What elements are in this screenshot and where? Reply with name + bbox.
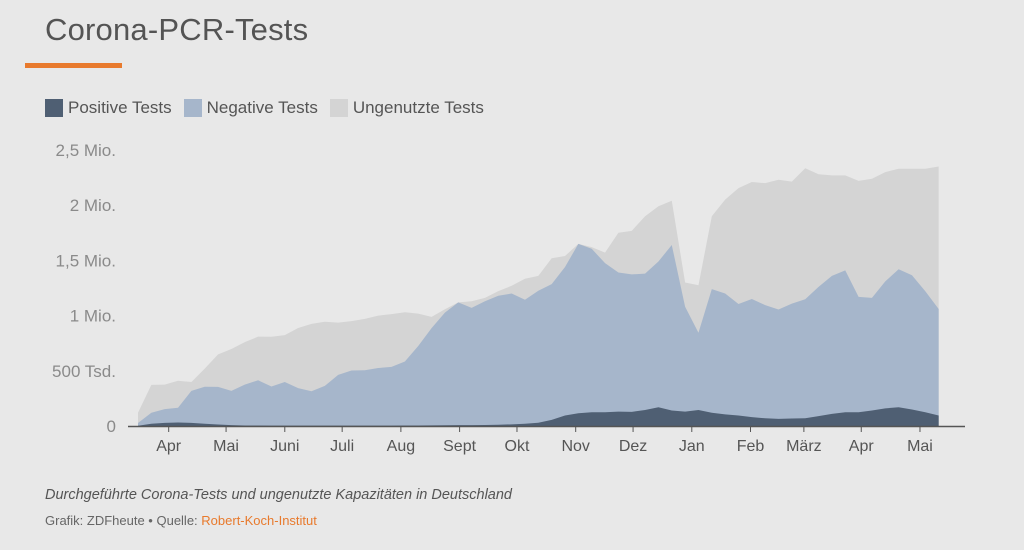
area-positive-tests <box>138 407 939 426</box>
x-tick-label: Feb <box>737 438 765 455</box>
chart-legend: Positive Tests Negative Tests Ungenutzte… <box>45 98 484 118</box>
x-tick-label: Mai <box>213 438 239 455</box>
y-tick-label: 0 <box>107 417 116 436</box>
page-title: Corona-PCR-Tests <box>45 12 309 47</box>
chart-credits: Grafik: ZDFheute • Quelle: Robert-Koch-I… <box>45 513 317 528</box>
x-tick-label: Okt <box>505 438 530 455</box>
chart-areas <box>138 166 939 426</box>
legend-swatch-positive <box>45 99 63 117</box>
chart-axes: 0 500 Tsd. 1 Mio. 1,5 Mio. 2 Mio. 2,5 Mio. Apr… <box>52 141 965 455</box>
x-tick-label: Nov <box>561 438 589 455</box>
credit-text: Grafik: ZDFheute • Quelle: <box>45 513 202 528</box>
x-tick-label: Aug <box>387 438 415 455</box>
x-tick-label: Jan <box>679 438 705 455</box>
legend-swatch-negative <box>183 99 202 117</box>
y-tick-label: 2,5 Mio. <box>56 141 116 160</box>
x-tick-label: Juli <box>330 438 354 455</box>
y-tick-label: 1 Mio. <box>70 307 116 326</box>
y-tick-label: 1,5 Mio. <box>56 251 116 270</box>
x-tick-label: Juni <box>270 438 299 455</box>
legend-label-negative: Negative Tests <box>206 98 318 117</box>
legend-item-negative[interactable]: Negative Tests <box>183 98 318 118</box>
chart-caption: Durchgeführte Corona-Tests und ungenutzt… <box>45 487 512 503</box>
legend-label-positive: Positive Tests <box>68 98 172 117</box>
legend-item-positive[interactable]: Positive Tests <box>45 98 172 118</box>
legend-swatch-unused <box>329 99 348 117</box>
x-tick-label: Apr <box>156 438 182 455</box>
x-tick-label: Apr <box>849 438 875 455</box>
y-tick-label: 500 Tsd. <box>52 362 116 381</box>
x-tick-label: Mai <box>907 438 933 455</box>
source-link[interactable]: Robert-Koch-Institut <box>201 513 317 528</box>
title-underline <box>25 63 122 68</box>
x-tick-label: März <box>786 438 822 455</box>
x-tick-label: Sept <box>443 438 476 455</box>
legend-item-unused[interactable]: Ungenutzte Tests <box>329 98 484 118</box>
legend-label-unused: Ungenutzte Tests <box>352 98 484 117</box>
area-negative-tests <box>138 243 939 426</box>
x-tick-label: Dez <box>619 438 647 455</box>
y-tick-label: 2 Mio. <box>70 196 116 215</box>
